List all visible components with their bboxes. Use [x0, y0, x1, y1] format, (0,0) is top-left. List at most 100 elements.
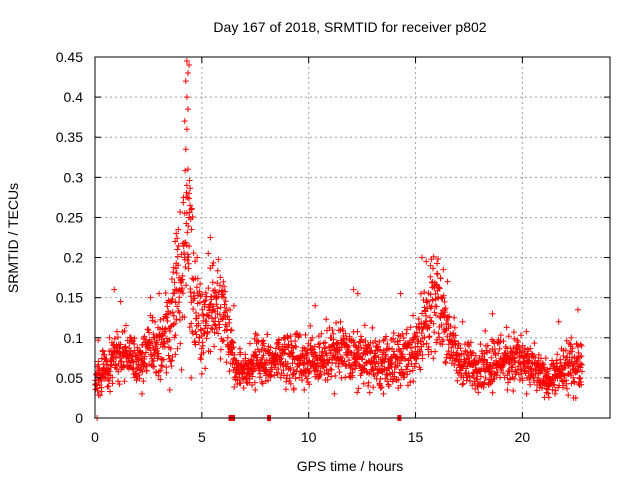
data-point [186, 214, 193, 221]
data-point [172, 351, 179, 358]
data-point [454, 377, 461, 384]
data-point [96, 369, 103, 376]
data-point [181, 210, 188, 217]
y-tick-label: 0.3 [64, 169, 84, 185]
data-point [544, 366, 551, 373]
data-point [126, 345, 133, 352]
data-point [403, 366, 410, 373]
data-point [176, 294, 183, 301]
data-point [303, 352, 310, 359]
data-point [466, 343, 473, 350]
data-point [312, 350, 319, 357]
data-point [381, 336, 388, 343]
data-point [260, 352, 267, 359]
data-point [254, 337, 261, 344]
data-point [179, 272, 186, 279]
data-point [358, 355, 365, 362]
data-point [395, 341, 402, 348]
data-point [110, 341, 117, 348]
data-point [226, 368, 233, 375]
data-point [578, 381, 585, 388]
data-point [186, 209, 193, 216]
data-point [394, 356, 401, 363]
data-point [184, 70, 191, 77]
data-point [209, 279, 216, 286]
data-point [198, 370, 205, 377]
data-point [449, 354, 456, 361]
data-point [220, 278, 227, 285]
data-point [366, 344, 373, 351]
data-point [564, 385, 571, 392]
data-point [570, 374, 577, 381]
data-point [199, 342, 206, 349]
data-point [161, 343, 168, 350]
data-point [280, 367, 287, 374]
data-point [278, 355, 285, 362]
data-point [441, 298, 448, 305]
data-point [177, 340, 184, 347]
data-point [338, 374, 345, 381]
data-point [523, 328, 530, 335]
data-point [511, 375, 518, 382]
data-point [168, 357, 175, 364]
data-point [186, 190, 193, 197]
data-point [436, 284, 443, 291]
data-point [512, 357, 519, 364]
data-point [448, 344, 455, 351]
data-point [574, 306, 581, 313]
data-point [252, 386, 259, 393]
data-point [527, 345, 534, 352]
data-point [325, 343, 332, 350]
data-point [296, 360, 303, 367]
data-point [284, 372, 291, 379]
data-points [92, 58, 586, 421]
data-point [565, 359, 572, 366]
data-point [197, 281, 204, 288]
data-point [275, 366, 282, 373]
data-point [101, 351, 108, 358]
data-point [160, 339, 167, 346]
data-point [260, 340, 267, 347]
data-point [509, 364, 516, 371]
data-point [224, 313, 231, 320]
data-point [186, 324, 193, 331]
data-point [171, 290, 178, 297]
data-point [193, 331, 200, 338]
data-point [303, 375, 310, 382]
data-point [112, 362, 119, 369]
data-point [267, 344, 274, 351]
data-point [578, 353, 585, 360]
data-point [355, 385, 362, 392]
data-point [415, 352, 422, 359]
data-point [259, 354, 266, 361]
data-point [170, 269, 177, 276]
data-point [316, 344, 323, 351]
data-point [404, 382, 411, 389]
data-point [290, 386, 297, 393]
data-point [219, 288, 226, 295]
data-point [518, 370, 525, 377]
data-point [545, 394, 552, 401]
data-point [380, 337, 387, 344]
data-point [172, 332, 179, 339]
data-point [207, 234, 214, 241]
data-point [437, 275, 444, 282]
data-point [230, 339, 237, 346]
data-point [517, 366, 524, 373]
data-point [299, 352, 306, 359]
data-point [237, 349, 244, 356]
data-point [230, 344, 237, 351]
data-point [188, 226, 195, 233]
data-point [477, 373, 484, 380]
axis-ticks: 0 5 10 15 20 0 0.05 0.1 0.15 0.2 0.25 0.3 0.35 0.4 0.4… [56, 49, 610, 445]
data-point [208, 296, 215, 303]
data-point [569, 345, 576, 352]
data-point [251, 379, 258, 386]
data-point [417, 348, 424, 355]
data-point [296, 331, 303, 338]
data-point [515, 344, 522, 351]
data-point [431, 329, 438, 336]
data-point [140, 378, 147, 385]
data-point [322, 339, 329, 346]
data-point [94, 387, 101, 394]
